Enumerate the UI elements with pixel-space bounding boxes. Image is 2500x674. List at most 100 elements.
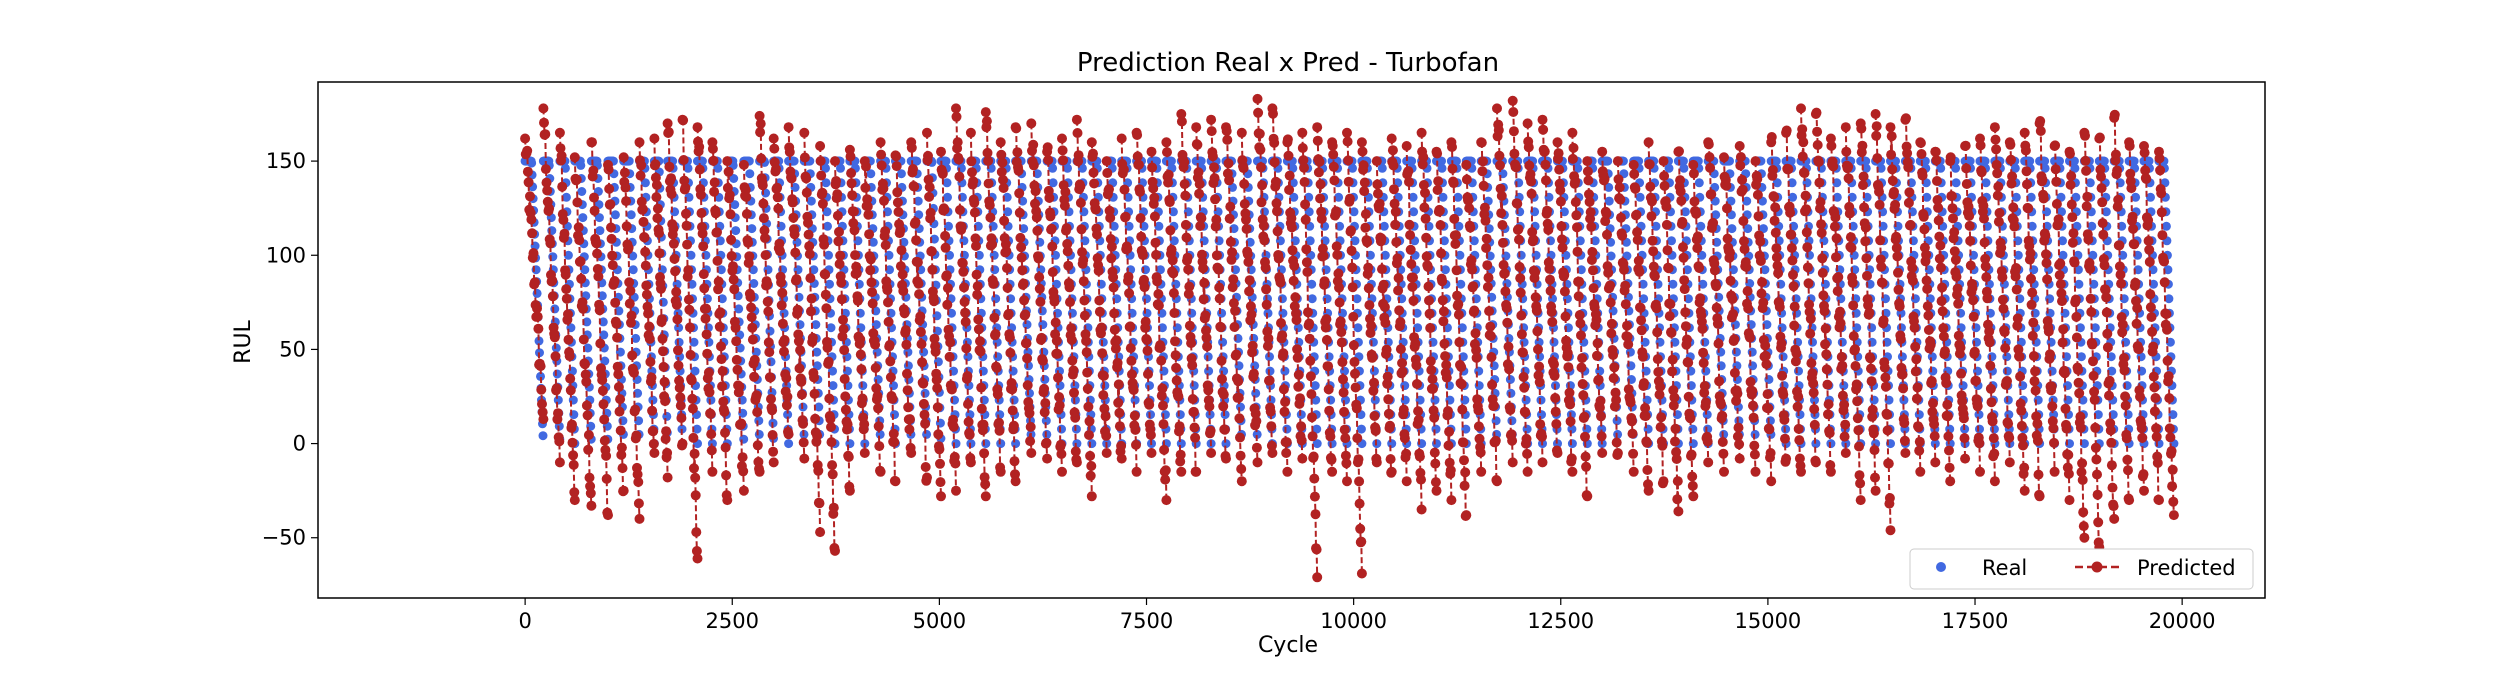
predicted-point [899, 308, 910, 319]
predicted-point [859, 448, 870, 458]
predicted-point [701, 303, 712, 314]
predicted-point [1186, 338, 1197, 349]
predicted-point [787, 197, 798, 208]
predicted-point [703, 367, 714, 378]
predicted-point [834, 226, 844, 237]
real-point [824, 250, 833, 260]
predicted-point [657, 314, 667, 325]
predicted-point [1146, 448, 1157, 458]
predicted-point [1241, 224, 1252, 234]
predicted-point [924, 182, 935, 193]
predicted-point [1039, 407, 1050, 418]
predicted-point [796, 376, 807, 387]
predicted-point [1033, 253, 1044, 264]
predicted-point [1170, 336, 1180, 347]
predicted-point [698, 241, 709, 252]
real-point [1439, 236, 1449, 246]
predicted-point [1084, 430, 1094, 440]
real-point [1278, 308, 1288, 318]
predicted-point [1150, 237, 1161, 248]
predicted-point [588, 165, 599, 176]
predicted-point [865, 265, 876, 276]
predicted-point [558, 215, 569, 225]
predicted-point [722, 495, 733, 506]
predicted-point [1108, 282, 1119, 293]
real-point [1037, 306, 1047, 316]
predicted-point [1234, 413, 1245, 424]
predicted-point [827, 460, 838, 471]
predicted-point [1106, 241, 1117, 252]
predicted-point [855, 334, 866, 345]
predicted-point [932, 402, 943, 413]
predicted-point [946, 384, 957, 395]
predicted-point [826, 437, 837, 448]
predicted-point [1198, 294, 1209, 305]
predicted-point [1116, 133, 1127, 144]
predicted-point [1102, 168, 1113, 178]
predicted-point [1196, 213, 1207, 224]
predicted-point [1028, 139, 1039, 150]
real-point [1716, 347, 1726, 357]
predicted-point [966, 156, 977, 167]
predicted-point [817, 198, 828, 209]
real-point [1196, 156, 1206, 166]
predicted-point [1004, 332, 1015, 343]
real-point [1491, 416, 1501, 426]
predicted-point [874, 441, 885, 452]
predicted-point [1067, 355, 1078, 366]
predicted-point [1066, 323, 1077, 334]
predicted-point [935, 458, 945, 469]
predicted-point [1202, 341, 1213, 352]
predicted-point [799, 152, 810, 163]
predicted-point [683, 265, 694, 276]
predicted-point [654, 228, 664, 239]
real-point [920, 388, 930, 398]
real-point [1778, 352, 1788, 362]
predicted-point [1035, 296, 1046, 307]
predicted-point [752, 440, 763, 451]
predicted-point [640, 260, 651, 271]
predicted-point [922, 472, 932, 483]
predicted-point [1128, 385, 1139, 395]
predicted-point [1045, 211, 1056, 222]
predicted-point [685, 349, 696, 360]
predicted-point [523, 177, 534, 188]
predicted-point [685, 322, 695, 333]
real-point [993, 352, 1003, 362]
predicted-point [1032, 225, 1043, 236]
predicted-point [712, 255, 723, 266]
predicted-point [902, 385, 913, 396]
predicted-point [699, 283, 710, 294]
predicted-point [1042, 142, 1053, 153]
predicted-point [700, 313, 711, 324]
predicted-point [1194, 179, 1205, 190]
predicted-point [1120, 211, 1131, 222]
real-point [821, 163, 830, 173]
real-point [1867, 323, 1877, 333]
predicted-point [1085, 450, 1096, 461]
predicted-point [743, 237, 754, 248]
predicted-point [623, 242, 634, 253]
predicted-point [883, 297, 893, 308]
real-point [1042, 429, 1052, 439]
predicted-point [599, 414, 610, 425]
predicted-point [919, 409, 930, 420]
real-point [795, 320, 805, 330]
predicted-point [807, 332, 818, 343]
predicted-point [715, 307, 726, 318]
real-point [858, 381, 868, 391]
predicted-point [887, 393, 898, 404]
real-point [576, 160, 586, 170]
predicted-point [1214, 293, 1225, 304]
predicted-point [975, 336, 985, 347]
predicted-point [709, 186, 720, 197]
predicted-point [849, 225, 860, 236]
real-point [1453, 192, 1463, 202]
predicted-point [1041, 437, 1052, 448]
real-point [730, 200, 740, 210]
predicted-point [893, 206, 904, 217]
predicted-point [814, 498, 825, 509]
real-point [2046, 337, 2056, 347]
predicted-point [1015, 232, 1026, 243]
predicted-point [747, 334, 758, 345]
